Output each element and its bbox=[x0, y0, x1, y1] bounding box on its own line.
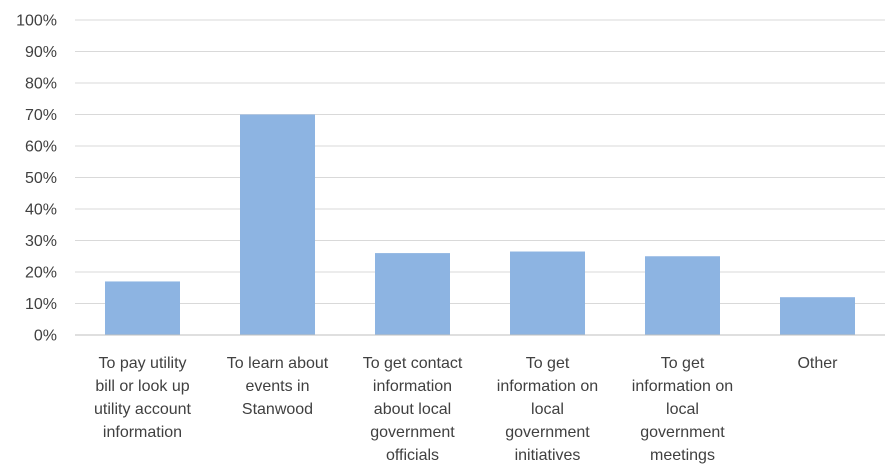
y-tick-label: 20% bbox=[25, 265, 57, 282]
bar bbox=[780, 297, 855, 335]
bar bbox=[510, 251, 585, 335]
y-tick-label: 90% bbox=[25, 44, 57, 61]
x-category-label: Other bbox=[797, 355, 838, 372]
y-tick-label: 30% bbox=[25, 233, 57, 250]
y-tick-label: 0% bbox=[34, 328, 57, 345]
x-category-label: To get information on local government initi… bbox=[497, 355, 598, 464]
y-axis-ticks: 0% 10% 20% 30% 40% 50% 60% 70% 80% 90% 100% bbox=[16, 13, 57, 345]
x-category-label: To get contact information about local gove… bbox=[363, 355, 463, 464]
bars bbox=[105, 114, 855, 335]
y-tick-label: 40% bbox=[25, 202, 57, 219]
bar bbox=[240, 114, 315, 335]
x-category-label: To learn about events in Stanwood bbox=[227, 355, 329, 418]
y-tick-label: 50% bbox=[25, 170, 57, 187]
y-tick-label: 100% bbox=[16, 13, 57, 30]
y-tick-label: 70% bbox=[25, 107, 57, 124]
gridlines bbox=[75, 19, 885, 304]
y-tick-label: 60% bbox=[25, 139, 57, 156]
y-tick-label: 80% bbox=[25, 76, 57, 93]
bar bbox=[645, 256, 720, 335]
x-category-label: To pay utility bill or look up utility acc… bbox=[94, 355, 191, 441]
y-tick-label: 10% bbox=[25, 296, 57, 313]
bar bbox=[375, 253, 450, 335]
bar bbox=[105, 281, 180, 335]
x-category-label: To get information on local government meeti… bbox=[632, 355, 733, 464]
x-axis-labels: To pay utility bill or look up utility acc… bbox=[94, 355, 838, 464]
